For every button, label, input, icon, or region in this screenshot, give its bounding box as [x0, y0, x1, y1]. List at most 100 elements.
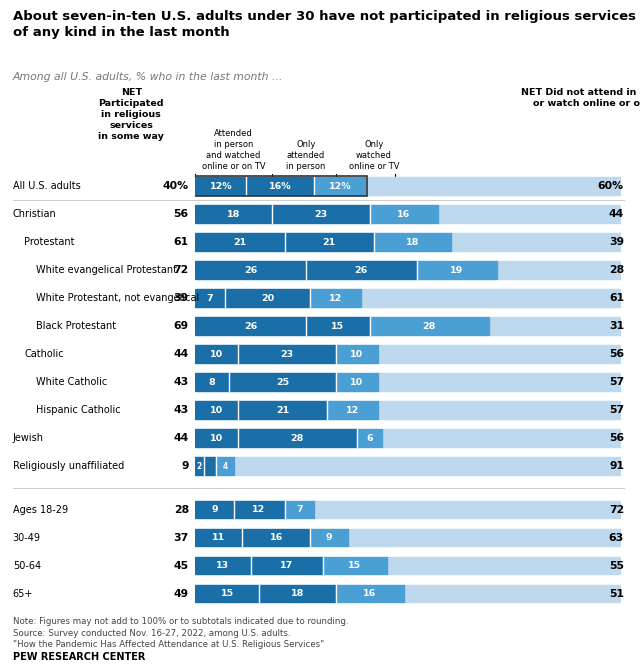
Bar: [195, 290, 225, 307]
Text: 10: 10: [210, 406, 223, 414]
Bar: [306, 317, 370, 335]
Text: 16: 16: [269, 533, 283, 542]
Text: 43: 43: [173, 377, 189, 387]
Text: 61: 61: [173, 237, 189, 247]
Bar: [238, 402, 327, 419]
Text: 43: 43: [173, 405, 189, 415]
Bar: [195, 430, 238, 447]
Text: 72: 72: [609, 505, 624, 515]
Text: 39: 39: [173, 293, 189, 303]
Bar: [335, 373, 378, 391]
Text: 23: 23: [280, 350, 293, 359]
Bar: [229, 373, 335, 391]
Bar: [378, 345, 621, 363]
Bar: [361, 290, 621, 307]
Text: 30-49: 30-49: [13, 533, 41, 542]
Text: 11: 11: [212, 533, 225, 542]
Text: 6: 6: [366, 434, 373, 443]
Text: PEW RESEARCH CENTER: PEW RESEARCH CENTER: [13, 652, 145, 662]
Bar: [323, 557, 387, 574]
Bar: [238, 430, 357, 447]
Bar: [438, 205, 621, 223]
Text: 10: 10: [350, 378, 364, 386]
Text: 15: 15: [221, 589, 234, 598]
Text: Catholic: Catholic: [24, 349, 64, 359]
Text: 25: 25: [276, 378, 289, 386]
Text: All U.S. adults: All U.S. adults: [13, 181, 81, 191]
Text: 28: 28: [422, 321, 436, 331]
Text: 23: 23: [314, 210, 327, 218]
Bar: [242, 529, 310, 546]
Text: 26: 26: [244, 266, 257, 275]
Text: Only
attended
in person: Only attended in person: [286, 140, 326, 171]
Text: 7: 7: [207, 293, 213, 303]
Bar: [195, 585, 259, 602]
Bar: [195, 345, 238, 363]
Text: Protestant: Protestant: [24, 237, 75, 247]
Bar: [370, 205, 438, 223]
Text: 16: 16: [363, 589, 376, 598]
Text: 15: 15: [348, 561, 362, 570]
Bar: [195, 557, 250, 574]
Bar: [195, 262, 306, 279]
Text: 10: 10: [210, 434, 223, 443]
Bar: [195, 317, 306, 335]
Bar: [357, 430, 383, 447]
Text: 9: 9: [181, 461, 189, 471]
Bar: [195, 529, 242, 546]
Bar: [378, 373, 621, 391]
Text: Christian: Christian: [13, 209, 56, 219]
Bar: [314, 501, 621, 518]
Text: 51: 51: [609, 588, 624, 598]
Bar: [250, 557, 323, 574]
Bar: [195, 402, 238, 419]
Text: White Catholic: White Catholic: [36, 377, 107, 387]
Bar: [285, 501, 314, 518]
Text: 57: 57: [609, 405, 624, 415]
Text: 26: 26: [244, 321, 257, 331]
Text: 12%: 12%: [209, 181, 232, 191]
Bar: [383, 430, 621, 447]
Text: 21: 21: [233, 238, 246, 246]
Bar: [451, 234, 621, 251]
Text: 16%: 16%: [269, 181, 292, 191]
Bar: [195, 501, 234, 518]
Bar: [306, 262, 417, 279]
Bar: [194, 177, 367, 196]
Text: Religiously unaffiliated: Religiously unaffiliated: [13, 461, 124, 471]
Bar: [327, 402, 378, 419]
Text: NET
Participated
in religious
services
in some way: NET Participated in religious services i…: [99, 88, 164, 141]
Bar: [489, 317, 621, 335]
Text: 15: 15: [332, 321, 344, 331]
Bar: [234, 457, 621, 475]
Bar: [310, 290, 361, 307]
Text: 56: 56: [609, 433, 624, 443]
Text: 9: 9: [326, 533, 333, 542]
Text: 12: 12: [329, 293, 342, 303]
Text: 28: 28: [609, 265, 624, 275]
Text: NET Did not attend in person
or watch online or on TV: NET Did not attend in person or watch on…: [521, 88, 640, 108]
Text: 31: 31: [609, 321, 624, 331]
Text: 26: 26: [355, 266, 368, 275]
Text: 50-64: 50-64: [13, 560, 41, 570]
Bar: [404, 585, 621, 602]
Text: Black Protestant: Black Protestant: [36, 321, 116, 331]
Text: 91: 91: [609, 461, 624, 471]
Text: 17: 17: [280, 561, 293, 570]
Bar: [238, 345, 335, 363]
Text: 4: 4: [222, 461, 228, 471]
Text: Only
watched
online or TV: Only watched online or TV: [349, 140, 399, 171]
Text: 44: 44: [173, 433, 189, 443]
Bar: [370, 317, 489, 335]
Text: 65+: 65+: [13, 588, 33, 598]
Text: Among all U.S. adults, % who in the last month ...: Among all U.S. adults, % who in the last…: [13, 72, 284, 82]
Bar: [195, 234, 285, 251]
Text: 40%: 40%: [163, 181, 189, 191]
Bar: [417, 262, 497, 279]
Text: Hispanic Catholic: Hispanic Catholic: [36, 405, 120, 415]
Text: 8: 8: [209, 378, 216, 386]
Bar: [259, 585, 335, 602]
Text: 63: 63: [609, 533, 624, 542]
Bar: [348, 529, 621, 546]
Text: 10: 10: [350, 350, 364, 359]
